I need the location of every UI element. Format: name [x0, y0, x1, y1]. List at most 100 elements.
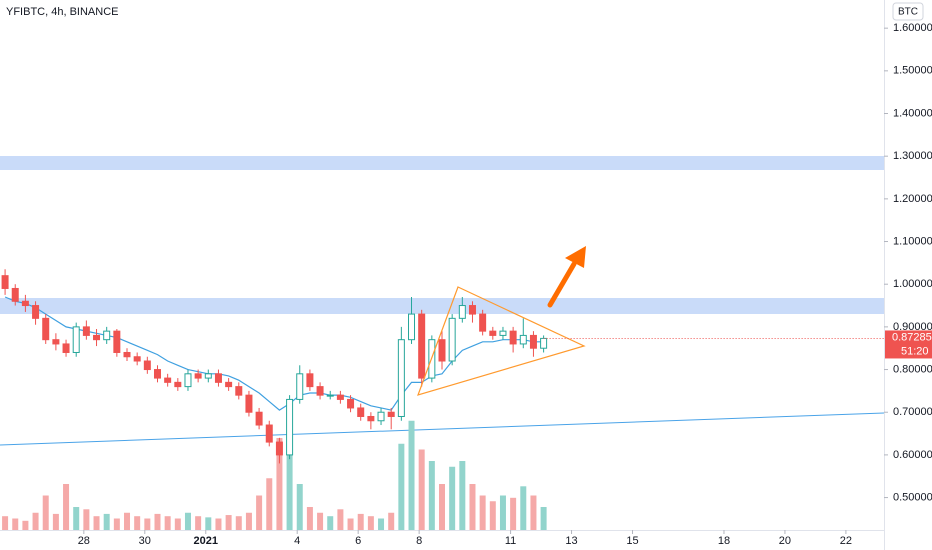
volume-bar	[154, 513, 161, 530]
volume-bar	[52, 513, 59, 530]
volume-bar	[439, 484, 445, 530]
candle-body	[153, 369, 161, 379]
currency-label: BTC	[898, 7, 918, 18]
y-tick-label: 0.60000	[893, 449, 932, 461]
volume-bar	[235, 516, 242, 530]
volume-bar	[520, 486, 527, 530]
volume-bar	[164, 516, 171, 530]
volume-bar	[144, 518, 151, 530]
candle-body	[316, 386, 324, 396]
y-tick-label: 1.60000	[893, 22, 932, 34]
volume-bar	[32, 512, 39, 530]
candle-body	[133, 356, 141, 362]
currency-badge[interactable]	[892, 2, 924, 21]
candle-body	[113, 330, 121, 353]
volume-bar	[388, 512, 395, 530]
candle-body	[438, 339, 446, 362]
volume-bar	[205, 517, 212, 530]
plot-area	[1, 269, 548, 530]
candle-body	[123, 351, 131, 358]
volume-bar	[530, 495, 537, 530]
volume-bar	[286, 449, 293, 530]
volume-bar	[428, 461, 435, 530]
volume-bar	[327, 516, 334, 530]
volume-bar	[83, 509, 90, 530]
x-tick-label: 2021	[194, 535, 218, 547]
candle-body	[21, 300, 29, 307]
trend-line	[0, 412, 885, 446]
candle-body	[1, 275, 9, 289]
volume-bar	[12, 518, 19, 530]
y-tick-label: 0.80000	[893, 363, 932, 375]
candle-body	[204, 373, 212, 379]
volume-bar	[113, 518, 120, 530]
annotations	[417, 246, 586, 396]
volume-bar	[489, 501, 496, 530]
volume-bar	[378, 518, 385, 530]
candle-body	[357, 407, 365, 417]
candle-body	[519, 334, 527, 345]
volume-bar	[459, 461, 466, 530]
x-tick-label: 30	[139, 535, 151, 547]
drawings	[0, 156, 885, 446]
candle-body	[194, 373, 202, 379]
candle-body	[377, 411, 385, 422]
volume-bar	[215, 518, 222, 530]
candle-body	[235, 386, 243, 396]
resistance-zone	[0, 156, 884, 170]
volume-bar	[93, 516, 100, 530]
candle-body	[489, 330, 497, 336]
last-price-label: 0.87285	[892, 331, 932, 343]
y-tick-label: 1.30000	[893, 150, 932, 162]
arrow-shaft	[547, 261, 577, 308]
volume-bar	[256, 495, 263, 530]
volume-bar	[398, 443, 405, 530]
candle-body	[245, 394, 253, 413]
volume-bar	[347, 518, 354, 530]
candle-body	[540, 337, 548, 349]
x-tick-label: 28	[78, 535, 90, 547]
volume-bar	[42, 495, 49, 530]
candle-body	[52, 339, 60, 345]
volume-bar	[296, 484, 303, 530]
candle-body	[62, 343, 70, 353]
candle-body	[529, 334, 537, 349]
volume-bar	[225, 515, 232, 530]
triangle-pattern	[417, 286, 586, 396]
y-tick-label: 0.50000	[893, 491, 932, 503]
candle-body	[448, 317, 456, 362]
volume-bar	[174, 518, 181, 530]
x-tick-label: 22	[840, 535, 852, 547]
candle-body	[184, 373, 192, 388]
countdown-label: 51:20	[901, 345, 929, 357]
volume-bar	[245, 512, 252, 530]
volume-bar	[510, 497, 517, 530]
candle-body	[11, 287, 19, 302]
x-tick-label: 15	[626, 535, 638, 547]
volume-bar	[73, 507, 80, 530]
candle-body	[164, 377, 172, 383]
y-tick-label: 1.00000	[893, 278, 932, 290]
candle-body	[93, 334, 101, 341]
y-tick-label: 1.10000	[893, 235, 932, 247]
volume-bar	[540, 507, 547, 530]
resistance-zone	[0, 298, 884, 314]
arrow-head	[565, 246, 586, 268]
candle-body	[326, 394, 334, 397]
volume-bar	[317, 512, 324, 530]
y-tick-label: 0.90000	[893, 321, 932, 333]
candle-body	[499, 330, 507, 336]
symbol-title: YFIBTC, 4h, BINANCE	[6, 6, 118, 18]
candle-body	[214, 373, 222, 383]
volume-bar	[63, 484, 70, 530]
candle-body	[387, 411, 395, 417]
candle-body	[103, 330, 111, 341]
volume-bar	[124, 512, 131, 530]
candle-body	[336, 394, 344, 400]
candle-body	[397, 339, 405, 417]
x-tick-label: 18	[718, 535, 730, 547]
candle-body	[143, 360, 151, 371]
y-tick-label: 1.40000	[893, 107, 932, 119]
volume-bar	[479, 495, 486, 530]
